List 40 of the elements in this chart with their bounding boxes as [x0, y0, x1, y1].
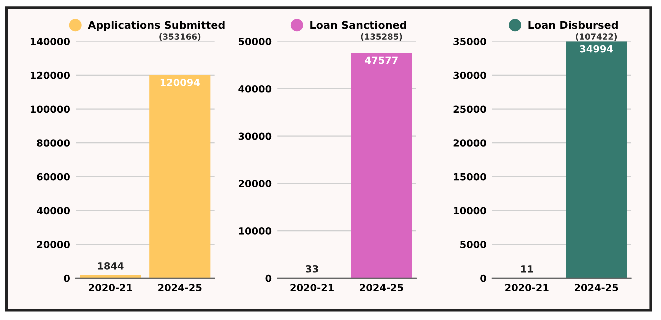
- legend-label: Applications Submitted: [88, 21, 225, 32]
- y-tick-label: 10000: [239, 228, 272, 235]
- y-tick-label: 35000: [454, 38, 486, 46]
- y-tick-label: 140000: [30, 38, 70, 46]
- y-tick-label: 20000: [239, 180, 272, 188]
- y-tick-label: 20000: [454, 140, 486, 147]
- legend-label: Loan Sanctioned: [310, 21, 406, 30]
- y-tick-label: 30000: [454, 72, 486, 80]
- y-tick-label: 10000: [454, 207, 486, 215]
- x-tick-label: 2024-25: [575, 284, 618, 292]
- data-label: 1844: [98, 262, 124, 270]
- y-tick-label: 40000: [37, 207, 70, 215]
- x-tick-label: 2024-25: [360, 284, 404, 292]
- y-tick-label: 120000: [30, 72, 70, 80]
- y-tick-label: 40000: [238, 85, 272, 93]
- legend-label: Loan Disbursed: [528, 21, 618, 30]
- text: (135285): [361, 34, 402, 41]
- y-tick-label: 0: [480, 274, 486, 282]
- data-label: 47577: [365, 56, 398, 64]
- data-label: 120094: [160, 78, 200, 86]
- y-tick-label: 100000: [30, 106, 70, 114]
- data-label: 11: [521, 266, 534, 273]
- x-tick-label: 2020-21: [506, 284, 549, 292]
- y-tick-label: 60000: [37, 173, 70, 181]
- text: (353166): [160, 34, 201, 41]
- y-tick-label: 0: [64, 274, 70, 282]
- data-label: 34994: [580, 45, 614, 53]
- data-label: 33: [306, 265, 318, 273]
- y-tick-label: 30000: [238, 132, 272, 140]
- y-tick-label: 15000: [454, 173, 486, 181]
- y-tick-label: 80000: [37, 140, 70, 147]
- text: (107422): [576, 34, 618, 41]
- y-tick-label: 5000: [460, 241, 486, 248]
- y-tick-label: 25000: [454, 106, 486, 114]
- y-tick-label: 20000: [37, 241, 70, 248]
- x-tick-label: 2020-21: [290, 284, 334, 292]
- x-tick-label: 2024-25: [158, 284, 202, 292]
- y-tick-label: 50000: [238, 38, 272, 46]
- x-tick-label: 2020-21: [89, 284, 132, 292]
- y-tick-label: 0: [266, 274, 272, 282]
